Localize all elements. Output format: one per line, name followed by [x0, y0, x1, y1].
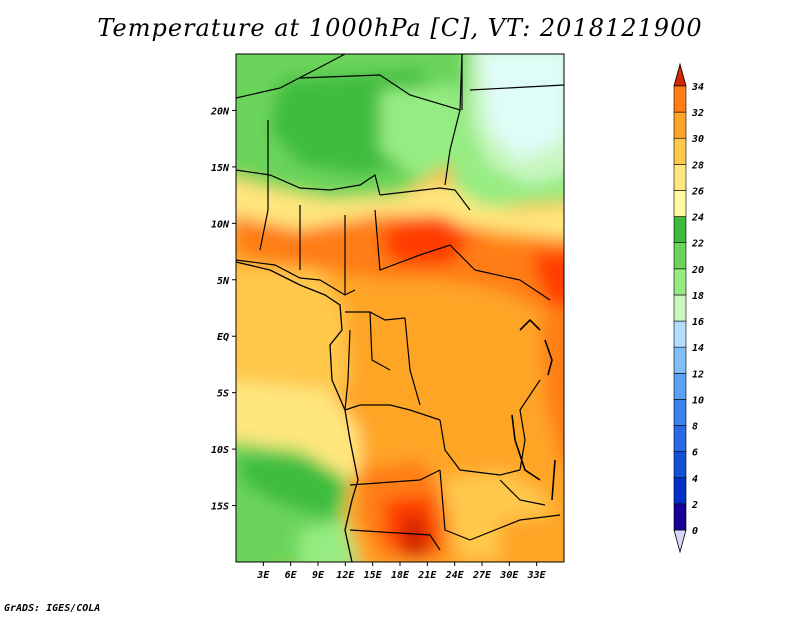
colorbar-swatch	[673, 399, 687, 426]
lat-tick-label: 5N	[217, 276, 230, 287]
colorbar-swatch	[673, 320, 687, 348]
colorbar-label: 12	[692, 369, 704, 380]
lat-tick-label: 15N	[211, 163, 230, 174]
lon-tick-label: 30E	[499, 570, 519, 581]
chart-title: Temperature at 1000hPa [C], VT: 20181219…	[97, 14, 703, 42]
colorbar-swatch	[673, 451, 687, 479]
colorbar-swatch	[673, 503, 687, 531]
lat-tick-label: 10S	[211, 445, 229, 456]
axis-ticks: 20N 15N 10N 5N EQ 5S 10S 15S 3E 6E 9E 12E 15E 18E 21E 2…	[210, 106, 547, 581]
colorbar-label: 14	[692, 343, 704, 354]
colorbar-swatch	[673, 294, 687, 322]
lat-tick-label: EQ	[217, 332, 229, 343]
colorbar-swatch	[673, 242, 687, 270]
colorbar-swatch	[673, 111, 687, 139]
colorbar-label: 16	[692, 317, 704, 328]
colorbar-label: 4	[692, 474, 698, 485]
lat-tick-label: 20N	[210, 106, 230, 117]
colorbar-label: 22	[691, 239, 704, 250]
lon-tick-label: 15E	[364, 570, 383, 581]
colorbar-label: 28	[691, 160, 704, 171]
colorbar-label: 10	[692, 395, 704, 406]
colorbar-swatch	[673, 137, 687, 165]
lake-outlines	[511, 318, 556, 501]
colorbar-arrow-top	[673, 62, 687, 87]
colorbar-label: 26	[691, 186, 704, 197]
lon-tick-label: 33E	[527, 570, 547, 581]
colorbar-swatch	[673, 477, 687, 505]
colorbar-label: 30	[691, 134, 704, 145]
lon-tick-label: 6E	[285, 570, 298, 581]
colorbar-label: 18	[692, 291, 704, 302]
colorbar-label: 20	[691, 265, 704, 276]
coastline	[236, 261, 359, 562]
lon-tick-label: 12E	[336, 570, 355, 581]
lon-tick-label: 18E	[391, 570, 410, 581]
colorbar-label: 32	[691, 108, 704, 119]
colorbar-label: 24	[691, 213, 704, 224]
colorbar-label: 34	[691, 82, 704, 93]
colorbar-arrow-bottom	[673, 529, 687, 554]
lon-tick-label: 21E	[417, 570, 437, 581]
colorbar-swatch	[673, 372, 687, 400]
colorbar-swatch	[673, 346, 687, 374]
colorbar-label: 2	[691, 500, 698, 511]
colorbar-swatch	[673, 164, 687, 191]
lat-tick-label: 5S	[217, 389, 229, 400]
temperature-field	[236, 54, 564, 562]
colorbar-label: 6	[692, 448, 698, 459]
colorbar-swatch	[673, 190, 687, 217]
colorbar-swatch	[673, 85, 687, 113]
colorbar-label: 8	[692, 422, 698, 433]
lon-tick-label: 9E	[312, 570, 325, 581]
lon-tick-label: 3E	[256, 570, 270, 581]
lon-tick-label: 24E	[445, 570, 465, 581]
lat-tick-label: 15S	[211, 502, 229, 513]
lon-tick-label: 27E	[472, 570, 492, 581]
country-borders	[236, 54, 564, 551]
colorbar-swatch	[673, 268, 687, 296]
colorbar-swatch	[673, 425, 687, 452]
colorbar-label: 0	[692, 526, 698, 537]
colorbar-swatch	[673, 216, 687, 244]
credit-text: GrADS: IGES/COLA	[4, 603, 101, 614]
lat-tick-label: 10N	[211, 219, 230, 230]
